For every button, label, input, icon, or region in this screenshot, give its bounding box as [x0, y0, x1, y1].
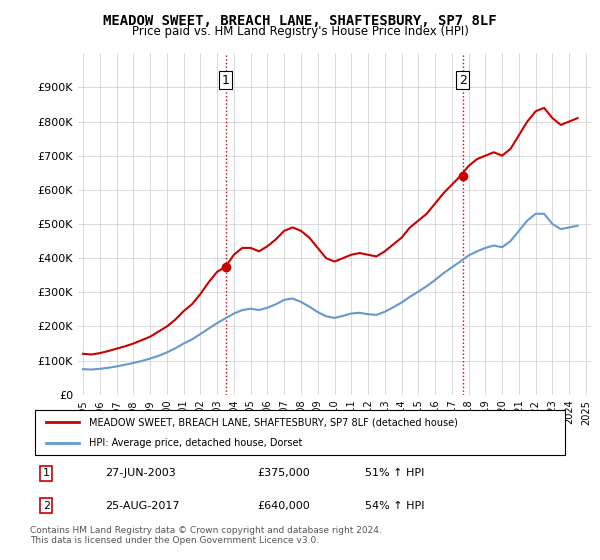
Text: £375,000: £375,000	[257, 468, 310, 478]
FancyBboxPatch shape	[35, 410, 565, 455]
Text: HPI: Average price, detached house, Dorset: HPI: Average price, detached house, Dors…	[89, 438, 303, 448]
Text: Contains HM Land Registry data © Crown copyright and database right 2024.: Contains HM Land Registry data © Crown c…	[30, 526, 382, 535]
Text: 1: 1	[221, 74, 229, 87]
Text: 54% ↑ HPI: 54% ↑ HPI	[365, 501, 424, 511]
Text: 51% ↑ HPI: 51% ↑ HPI	[365, 468, 424, 478]
Text: 1: 1	[43, 468, 50, 478]
Text: 27-JUN-2003: 27-JUN-2003	[106, 468, 176, 478]
Text: This data is licensed under the Open Government Licence v3.0.: This data is licensed under the Open Gov…	[30, 536, 319, 545]
Text: 2: 2	[43, 501, 50, 511]
Text: MEADOW SWEET, BREACH LANE, SHAFTESBURY, SP7 8LF: MEADOW SWEET, BREACH LANE, SHAFTESBURY, …	[103, 14, 497, 28]
Text: Price paid vs. HM Land Registry's House Price Index (HPI): Price paid vs. HM Land Registry's House …	[131, 25, 469, 38]
Text: MEADOW SWEET, BREACH LANE, SHAFTESBURY, SP7 8LF (detached house): MEADOW SWEET, BREACH LANE, SHAFTESBURY, …	[89, 417, 458, 427]
Text: 25-AUG-2017: 25-AUG-2017	[106, 501, 180, 511]
Text: 2: 2	[459, 74, 467, 87]
Text: £640,000: £640,000	[257, 501, 310, 511]
